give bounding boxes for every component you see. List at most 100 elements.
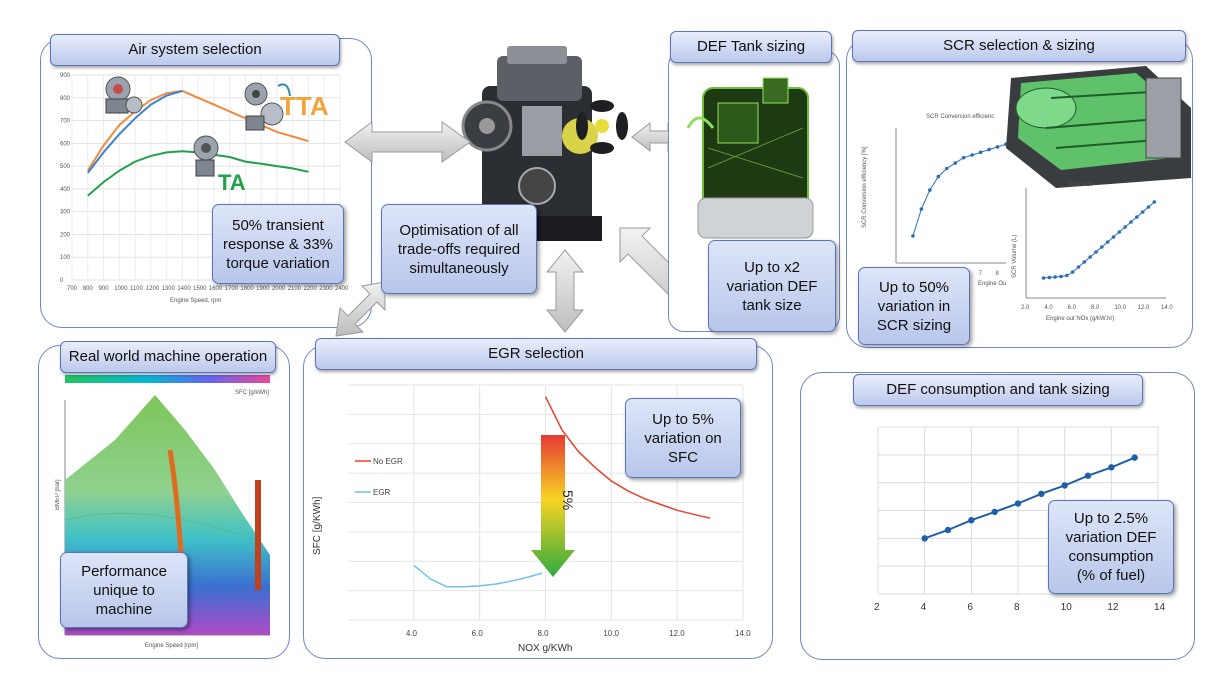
air-xtick: 2100 — [288, 286, 302, 292]
ta-label: TA — [218, 170, 246, 195]
scr-conv-xtick: 8 — [996, 271, 1000, 277]
egr-xtick: 14.0 — [735, 629, 751, 638]
air-xtick: 2000 — [272, 286, 286, 292]
air-ytick: 200 — [60, 232, 71, 238]
air-ytick: 600 — [60, 141, 71, 147]
air-xtick: 2300 — [319, 286, 333, 292]
air-system-title: Air system selection — [50, 34, 340, 66]
optimisation-callout: Optimisation of all trade-offs required si… — [381, 204, 537, 294]
egr-sfc-chart: 4.0 6.0 8.0 10.0 12.0 14.0 SFC [g/KWh] NOX g/… — [312, 384, 751, 654]
scr-size-point — [1105, 240, 1110, 244]
scr-conv-point — [944, 166, 949, 171]
def-data-point — [1131, 454, 1138, 461]
real-world-callout: Performance unique to machine — [60, 552, 188, 628]
scr-conv-title: SCR Conversion efficienc — [926, 114, 994, 120]
scr-size-point — [1059, 274, 1063, 279]
scr-size-point — [1094, 250, 1098, 254]
sfc-colorbar-label: SFC [g/kWh] — [235, 390, 269, 396]
legend-egr: EGR — [373, 488, 391, 497]
def-xtick: 2 — [874, 602, 880, 613]
scr-size-point — [1076, 265, 1081, 269]
air-xtick: 900 — [99, 286, 110, 292]
def-data-point — [1038, 490, 1045, 497]
scr-size-point — [1152, 200, 1157, 204]
arrow-center-real-world — [335, 281, 386, 337]
scr-conv-point — [970, 153, 974, 157]
def-data-point — [1108, 464, 1115, 471]
scr-size-title: SCR size — [1068, 182, 1094, 188]
scr-conv-point — [936, 174, 941, 179]
air-xtick: 1200 — [146, 286, 160, 292]
scr-title: SCR selection & sizing — [852, 30, 1186, 62]
sfc-arrow-label: 5% — [560, 490, 576, 510]
def-xtick: 4 — [921, 602, 927, 613]
tta-label: TTA — [280, 91, 329, 121]
air-ytick: 900 — [60, 73, 71, 79]
scr-size-xtick: 10.0 — [1114, 305, 1126, 311]
egr-series-no-egr — [544, 396, 711, 519]
scr-size-point — [1111, 235, 1116, 239]
scr-size-point — [1070, 270, 1075, 274]
air-xlabel: Engine Speed, rpm — [170, 298, 221, 304]
egr-xtick: 4.0 — [406, 629, 418, 638]
egr-callout: Up to 5% variation on SFC — [625, 398, 741, 478]
scr-size-point — [1088, 255, 1092, 259]
def-xtick: 12 — [1107, 602, 1119, 613]
scr-conv-xtick: 7 — [979, 271, 983, 277]
scr-size-xtick: 12.0 — [1138, 305, 1150, 311]
air-series-baseline — [87, 89, 183, 174]
scr-size-point — [1123, 225, 1127, 229]
air-ytick: 500 — [60, 164, 71, 170]
egr-title: EGR selection — [315, 338, 757, 370]
scr-size-ylabel: SCR Volume (L) — [1012, 235, 1018, 278]
scr-size-point — [1135, 215, 1139, 219]
scr-size-point — [1053, 275, 1057, 279]
def-data-point — [1014, 500, 1022, 507]
def-tank-title: DEF Tank sizing — [670, 31, 832, 63]
air-ytick: 700 — [60, 119, 71, 125]
scr-size-xtick: 14.0 — [1161, 305, 1173, 311]
def-data-point — [991, 508, 998, 516]
scr-size-xlabel: Engine out NOx (g/kW.hr) — [1046, 316, 1114, 322]
def-series-line — [924, 456, 1136, 540]
air-xtick: 800 — [83, 286, 94, 292]
scr-size-point — [1082, 260, 1087, 264]
air-xtick: 1700 — [225, 286, 239, 292]
air-xtick: 1100 — [130, 286, 144, 292]
real-world-xlabel: Engine Speed [rpm] — [145, 643, 198, 649]
scr-conv-series — [912, 143, 1007, 237]
scr-charts: SCR Conversion efficienc SCR Conversion … — [862, 66, 1191, 322]
scr-conv-point — [987, 147, 991, 152]
def-consumption-title: DEF consumption and tank sizing — [853, 374, 1143, 406]
scr-size-xtick: 4.0 — [1044, 305, 1053, 311]
scr-callout: Up to 50% variation in SCR sizing — [858, 267, 970, 345]
def-data-point — [1084, 472, 1092, 479]
real-world-ylabel: BMEP [bar] — [55, 479, 61, 510]
twin-turbo-tta-image — [244, 82, 291, 131]
sfc-gradient-arrow — [531, 435, 575, 577]
scr-size-point — [1140, 210, 1145, 214]
scr-size-point — [1146, 205, 1151, 209]
engine-image — [461, 46, 628, 241]
def-data-point — [921, 535, 928, 542]
air-series-tta — [86, 89, 309, 172]
air-xtick: 700 — [67, 286, 78, 292]
scr-size-point — [1047, 275, 1052, 280]
scr-size-point — [1117, 230, 1122, 234]
air-xtick: 1900 — [256, 286, 270, 292]
arrow-engine-egr — [545, 249, 585, 333]
scr-size-point — [1041, 276, 1046, 280]
def-xtick: 6 — [967, 602, 973, 613]
air-ytick: 400 — [60, 187, 71, 193]
arrow-air-engine — [344, 121, 471, 163]
def-tank-image — [686, 77, 814, 239]
def-xtick: 8 — [1014, 602, 1020, 613]
air-xtick: 1800 — [240, 286, 254, 292]
air-xtick: 2200 — [303, 286, 317, 292]
air-xtick: 1500 — [193, 286, 207, 292]
scr-size-xtick: 2.0 — [1021, 305, 1030, 311]
air-ytick: 0 — [60, 278, 64, 284]
egr-xtick: 12.0 — [669, 629, 685, 638]
scr-unit-image — [1006, 66, 1191, 188]
